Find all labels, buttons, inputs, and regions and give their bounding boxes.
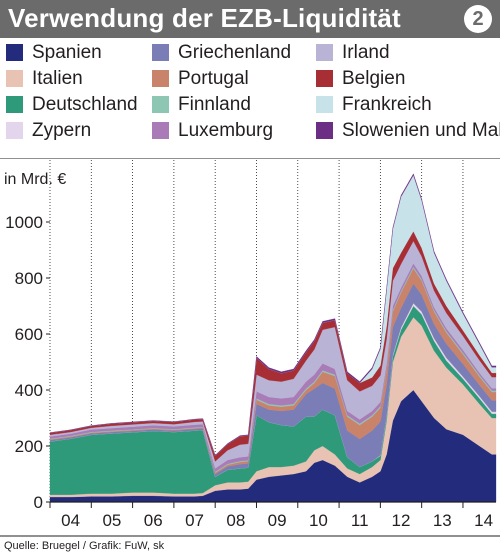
x-tick-label: 06 — [144, 511, 163, 530]
legend-swatch — [6, 44, 23, 61]
legend-label: Belgien — [342, 68, 406, 89]
legend-swatch — [316, 44, 333, 61]
y-tick-label: 1000 — [5, 213, 43, 232]
x-tick-label: 12 — [392, 511, 411, 530]
y-tick-label: 0 — [34, 493, 43, 512]
legend-swatch — [316, 70, 333, 87]
legend-swatch — [6, 122, 23, 139]
legend-label: Luxemburg — [178, 120, 274, 141]
x-tick-label: 05 — [102, 511, 121, 530]
legend-swatch — [316, 122, 333, 139]
x-tick-label: 11 — [351, 511, 369, 530]
y-tick-label: 400 — [15, 381, 43, 400]
x-tick-label: 09 — [268, 511, 287, 530]
legend-label: Frankreich — [342, 94, 432, 115]
x-tick-label: 07 — [185, 511, 204, 530]
legend-label: Zypern — [32, 120, 92, 141]
legend-label: Deutschland — [32, 94, 138, 115]
legend-label: Irland — [342, 42, 390, 63]
legend-label: Portugal — [178, 68, 249, 89]
legend-swatch — [6, 70, 23, 87]
area-series — [49, 173, 497, 457]
legend-label: Spanien — [32, 42, 102, 63]
x-tick-label: 14 — [474, 511, 493, 530]
legend: Spanien Italien Deutschland Zypern Griechenl… — [6, 42, 500, 150]
chart-title: Verwendung der EZB-Liquidität — [8, 3, 401, 33]
legend-swatch — [152, 96, 169, 113]
legend-label: Slowenien und Malta — [342, 120, 500, 141]
legend-label: Griechenland — [178, 42, 292, 63]
source-note: Quelle: Bruegel / Grafik: FuW, sk — [4, 540, 165, 552]
legend-swatch — [316, 96, 333, 113]
legend-swatch — [6, 96, 23, 113]
legend-label: Finnland — [178, 94, 251, 115]
x-tick-label: 04 — [61, 511, 80, 530]
legend-label: Italien — [32, 68, 83, 89]
y-tick-label: 200 — [15, 437, 43, 456]
x-tick-label: 13 — [433, 511, 452, 530]
legend-swatch — [152, 44, 169, 61]
y-axis-label: in Mrd. € — [4, 171, 66, 188]
x-tick-label: 10 — [309, 511, 328, 530]
y-tick-label: 800 — [15, 269, 43, 288]
y-tick-label: 600 — [15, 325, 43, 344]
stacked-area-chart: 0 200 400 600 800 1000 in Mrd. € 04 05 06 07 08 09 10… — [0, 158, 500, 537]
x-tick-label: 08 — [226, 511, 245, 530]
legend-swatch — [152, 70, 169, 87]
legend-swatch — [152, 122, 169, 139]
figure-number-badge: 2 — [464, 5, 492, 33]
title-bar: Verwendung der EZB-Liquidität 2 — [0, 0, 500, 38]
